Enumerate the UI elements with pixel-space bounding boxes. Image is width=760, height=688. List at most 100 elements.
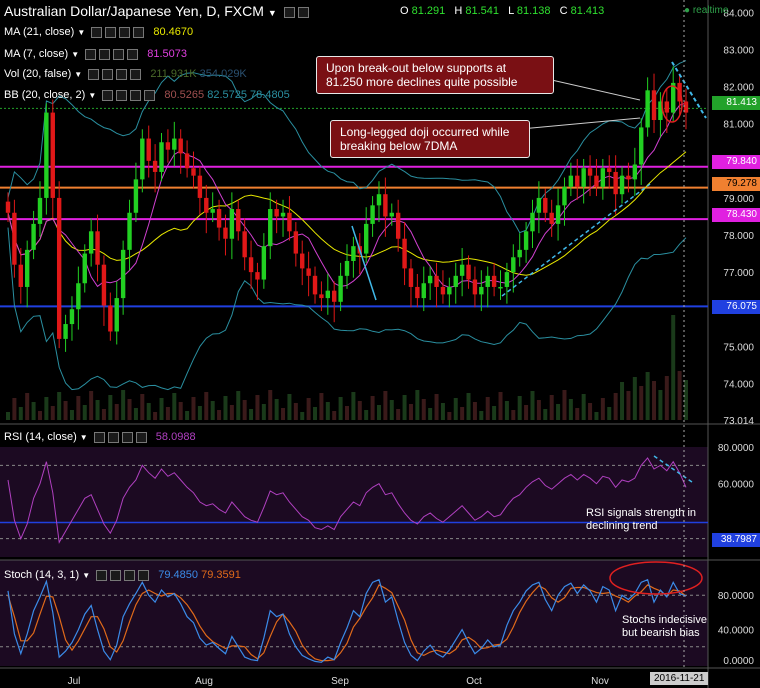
candle-body: [504, 272, 510, 287]
chevron-down-icon[interactable]: ▼: [79, 433, 88, 442]
volume-bar: [274, 399, 279, 420]
candle-body: [562, 186, 567, 206]
chevron-down-icon[interactable]: ▼: [88, 91, 97, 100]
candle-body: [491, 275, 497, 287]
volume-bar: [153, 412, 158, 420]
indicator-bb[interactable]: BB (20, close, 2) ▼ 80.5265 82.5725 78.48…: [4, 89, 290, 101]
volume-bar: [345, 406, 349, 420]
eye-icon[interactable]: [91, 26, 103, 38]
eye-icon[interactable]: [96, 569, 108, 581]
stoch-tick: 40.0000: [718, 626, 755, 637]
more-icon[interactable]: [133, 26, 145, 38]
chevron-down-icon[interactable]: ▼: [74, 70, 83, 79]
candle-body: [56, 197, 62, 339]
candle-body: [178, 138, 183, 154]
gear-icon[interactable]: [105, 26, 117, 38]
indicator-vol[interactable]: Vol (20, false) ▼ 211.931K 354.029K: [4, 68, 247, 80]
candle-body: [632, 164, 638, 180]
eye-icon[interactable]: [102, 89, 114, 101]
volume-bar: [588, 403, 593, 420]
volume-bar: [645, 372, 650, 420]
close-icon[interactable]: [116, 68, 128, 80]
close-icon[interactable]: [119, 26, 131, 38]
candle-body: [236, 209, 241, 232]
chevron-down-icon[interactable]: ▼: [82, 571, 91, 580]
volume-bar: [325, 402, 330, 420]
high-label: H: [454, 5, 463, 17]
chevron-down-icon[interactable]: ▼: [267, 8, 277, 18]
compare-icon[interactable]: [297, 6, 309, 18]
candle-body: [383, 194, 388, 217]
volume-bar: [44, 397, 49, 420]
indicator-rsi[interactable]: RSI (14, close) ▼ 58.0988: [4, 431, 196, 443]
volume-bar: [620, 382, 625, 420]
candle-body: [370, 205, 375, 224]
candle-body: [459, 264, 465, 276]
more-icon[interactable]: [138, 569, 150, 581]
gear-icon[interactable]: [116, 89, 128, 101]
candle-body: [536, 197, 542, 213]
candle-body: [95, 231, 100, 265]
gear-icon[interactable]: [99, 48, 111, 60]
more-icon[interactable]: [144, 89, 156, 101]
eye-icon[interactable]: [88, 68, 100, 80]
volume-bar: [568, 399, 573, 420]
rsi-tick: 60.0000: [718, 480, 755, 491]
indicator-ma7[interactable]: MA (7, close) ▼ 81.5073: [4, 48, 187, 60]
candle-body: [338, 275, 343, 302]
gear-icon[interactable]: [110, 569, 122, 581]
candle-body: [434, 275, 439, 287]
volume-bar: [338, 397, 343, 420]
volume-bar: [402, 395, 407, 420]
candle-body: [466, 264, 471, 280]
settings-icon[interactable]: [283, 6, 295, 18]
chevron-down-icon[interactable]: ▼: [77, 28, 86, 37]
volume-bar: [204, 392, 209, 420]
volume-bar: [287, 394, 292, 420]
volume-bar: [229, 405, 234, 420]
candle-body: [389, 212, 394, 217]
candle-body: [5, 201, 11, 213]
uptrend-arrow: [501, 183, 651, 297]
volume-bar: [95, 400, 100, 420]
close-icon[interactable]: [130, 89, 142, 101]
candle-body: [415, 286, 420, 299]
ma21-label: MA (21, close): [4, 26, 75, 38]
chart-title[interactable]: Australian Dollar/Japanese Yen, D, FXCM ▼: [4, 3, 309, 19]
bb-value-2: 82.5725: [207, 89, 247, 101]
candle-body: [651, 90, 657, 121]
gear-icon[interactable]: [107, 431, 119, 443]
volume-bar: [210, 401, 215, 420]
candle-body: [216, 209, 222, 228]
gear-icon[interactable]: [102, 68, 114, 80]
cursor-date: 2016-11-21: [650, 672, 709, 685]
more-icon[interactable]: [135, 431, 147, 443]
close-icon[interactable]: [113, 48, 125, 60]
eye-icon[interactable]: [85, 48, 97, 60]
vol-label: Vol (20, false): [4, 68, 72, 80]
volume-bar: [146, 403, 151, 420]
close-icon[interactable]: [121, 431, 133, 443]
volume-bar: [281, 408, 286, 420]
chevron-down-icon[interactable]: ▼: [71, 50, 80, 59]
candle-body: [101, 264, 107, 306]
eye-icon[interactable]: [93, 431, 105, 443]
candle-body: [549, 212, 554, 224]
candle-body: [255, 272, 260, 280]
close-icon[interactable]: [124, 569, 136, 581]
indicator-stoch[interactable]: Stoch (14, 3, 1) ▼ 79.4850 79.3591: [4, 569, 241, 581]
volume-bar: [293, 403, 298, 420]
volume-bar: [217, 410, 222, 420]
high-value: 81.541: [465, 5, 500, 17]
more-icon[interactable]: [127, 48, 139, 60]
more-icon[interactable]: [130, 68, 142, 80]
price-tick: 81.000: [723, 120, 754, 131]
candle-body: [607, 168, 612, 172]
indicator-ma21[interactable]: MA (21, close) ▼ 80.4670: [4, 26, 193, 38]
volume-bar: [466, 393, 471, 420]
candle-body: [543, 197, 548, 213]
rsi-line: [7, 457, 687, 544]
candle-body: [683, 101, 689, 113]
volume-bar: [306, 398, 311, 420]
